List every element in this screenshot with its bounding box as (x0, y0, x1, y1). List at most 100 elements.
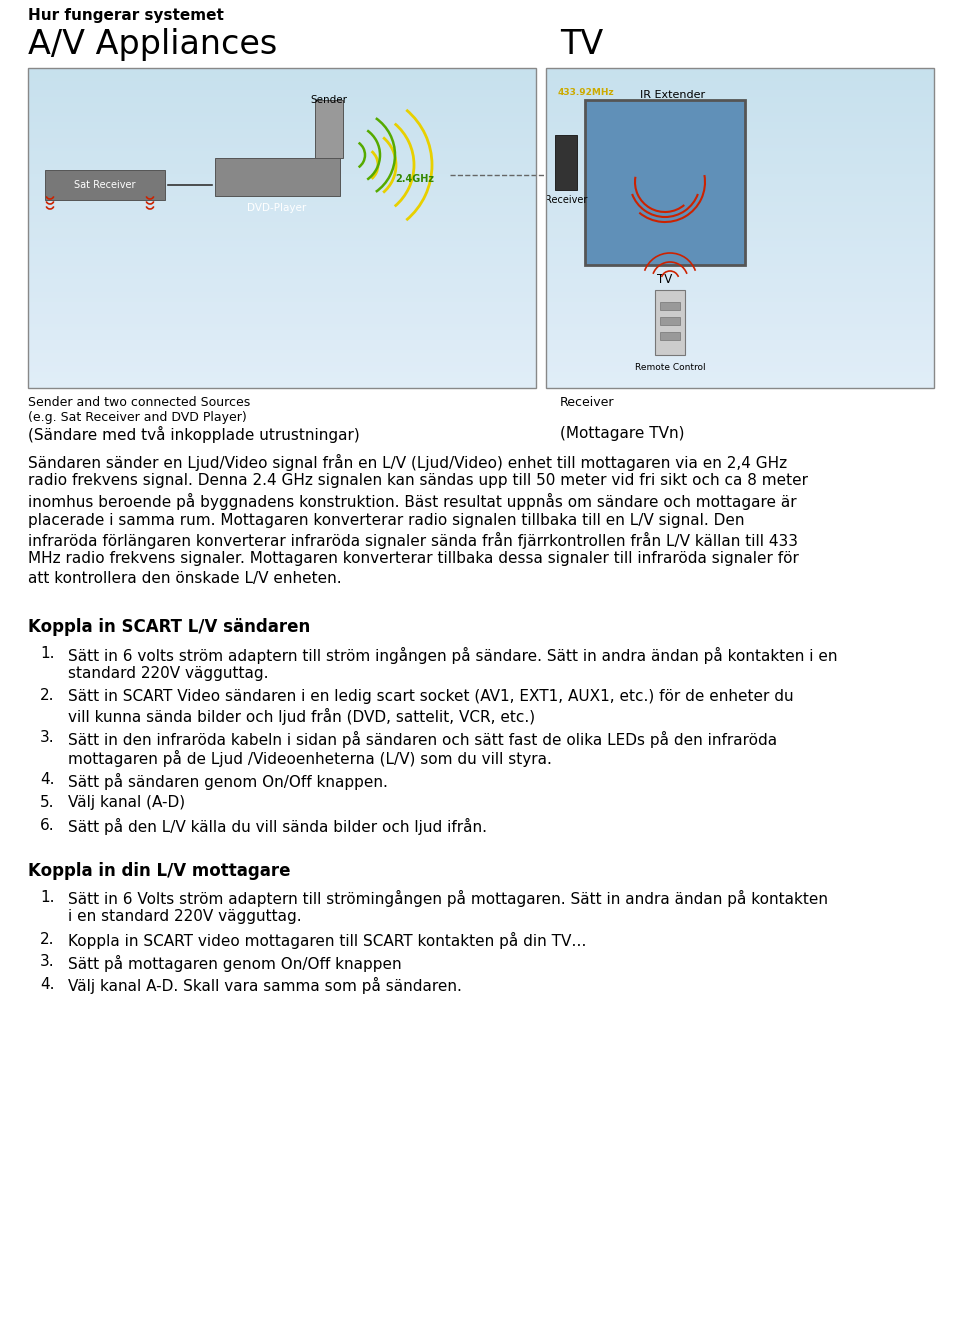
Bar (28, 263, 536, 267)
Text: IR Extender: IR Extender (640, 90, 706, 100)
Text: (Mottagare TVn): (Mottagare TVn) (560, 426, 684, 441)
Bar (28, 148, 536, 152)
Bar (546, 372, 934, 375)
Bar (28, 69, 536, 388)
Bar (28, 123, 536, 125)
Bar (28, 183, 536, 186)
Bar (546, 224, 934, 228)
Bar (546, 123, 934, 125)
Text: Sätt in 6 Volts ström adaptern till strömingången på mottagaren. Sätt in andra ä: Sätt in 6 Volts ström adaptern till strö… (68, 890, 828, 907)
Bar (546, 296, 934, 298)
Bar (28, 375, 536, 379)
Bar (546, 327, 934, 330)
Bar (28, 209, 536, 213)
Bar (28, 352, 536, 356)
Bar (546, 285, 934, 289)
Text: Remote Control: Remote Control (635, 363, 706, 372)
Bar (546, 318, 934, 321)
Bar (546, 135, 934, 139)
Bar (28, 174, 536, 177)
Bar (28, 269, 536, 273)
Bar (28, 100, 536, 103)
Bar (546, 251, 934, 253)
Bar (28, 193, 536, 195)
Text: Sätt på sändaren genom On/Off knappen.: Sätt på sändaren genom On/Off knappen. (68, 772, 388, 789)
Bar (28, 282, 536, 285)
Bar (546, 71, 934, 74)
Bar (28, 78, 536, 81)
Text: Sender and two connected Sources: Sender and two connected Sources (28, 396, 251, 409)
Bar (555, 135, 577, 190)
Bar (546, 240, 934, 244)
Bar (546, 74, 934, 78)
Bar (28, 301, 536, 305)
Bar (546, 213, 934, 215)
Bar (28, 260, 536, 263)
Bar (28, 359, 536, 363)
Bar (28, 202, 536, 206)
Bar (28, 135, 536, 139)
Bar (28, 289, 536, 292)
Text: 6.: 6. (40, 817, 55, 833)
Bar (546, 385, 934, 388)
Bar (28, 190, 536, 193)
Text: Sätt på den L/V källa du vill sända bilder och ljud ifrån.: Sätt på den L/V källa du vill sända bild… (68, 817, 487, 834)
Bar (28, 94, 536, 96)
Bar (546, 148, 934, 152)
Bar (546, 157, 934, 161)
Bar (28, 186, 536, 190)
Text: 433.92MHz: 433.92MHz (558, 88, 614, 96)
Bar (546, 314, 934, 318)
Bar (546, 253, 934, 257)
Bar (28, 251, 536, 253)
Bar (546, 141, 934, 145)
Text: Sätt in den infraröda kabeln i sidan på sändaren och sätt fast de olika LEDs på : Sätt in den infraröda kabeln i sidan på … (68, 730, 778, 747)
Bar (28, 276, 536, 280)
Bar (546, 260, 934, 263)
Bar (28, 372, 536, 375)
Bar (546, 280, 934, 282)
Text: Sätt på mottagaren genom On/Off knappen: Sätt på mottagaren genom On/Off knappen (68, 954, 401, 972)
Bar (28, 157, 536, 161)
Bar (546, 78, 934, 81)
Bar (28, 71, 536, 74)
Text: 4.: 4. (40, 977, 55, 993)
Bar (28, 314, 536, 318)
Bar (546, 231, 934, 235)
Bar (28, 87, 536, 90)
Bar (546, 341, 934, 343)
Bar (546, 145, 934, 148)
Bar (660, 333, 680, 341)
Bar (28, 228, 536, 231)
Bar (546, 312, 934, 314)
Bar (546, 337, 934, 341)
Bar (546, 289, 934, 292)
Bar (28, 292, 536, 296)
Bar (28, 235, 536, 238)
Bar (546, 186, 934, 190)
Bar (546, 228, 934, 231)
Bar (546, 69, 934, 388)
Bar (546, 129, 934, 132)
Bar (546, 84, 934, 87)
Text: Välj kanal A-D. Skall vara samma som på sändaren.: Välj kanal A-D. Skall vara samma som på … (68, 977, 462, 994)
Bar (28, 110, 536, 112)
Bar (28, 81, 536, 84)
Text: Koppla in SCART L/V sändaren: Koppla in SCART L/V sändaren (28, 619, 310, 636)
Bar (546, 263, 934, 267)
Bar (28, 125, 536, 129)
Bar (546, 100, 934, 103)
Bar (28, 343, 536, 346)
Text: standard 220V vägguttag.: standard 220V vägguttag. (68, 667, 269, 681)
Bar (28, 161, 536, 164)
Bar (28, 247, 536, 251)
Text: vill kunna sända bilder och ljud från (DVD, sattelit, VCR, etc.): vill kunna sända bilder och ljud från (D… (68, 708, 535, 725)
Bar (28, 385, 536, 388)
Bar (546, 195, 934, 199)
Bar (546, 193, 934, 195)
Bar (28, 218, 536, 222)
Text: i en standard 220V vägguttag.: i en standard 220V vägguttag. (68, 909, 301, 924)
Bar (546, 116, 934, 119)
Bar (546, 238, 934, 240)
Bar (28, 180, 536, 183)
